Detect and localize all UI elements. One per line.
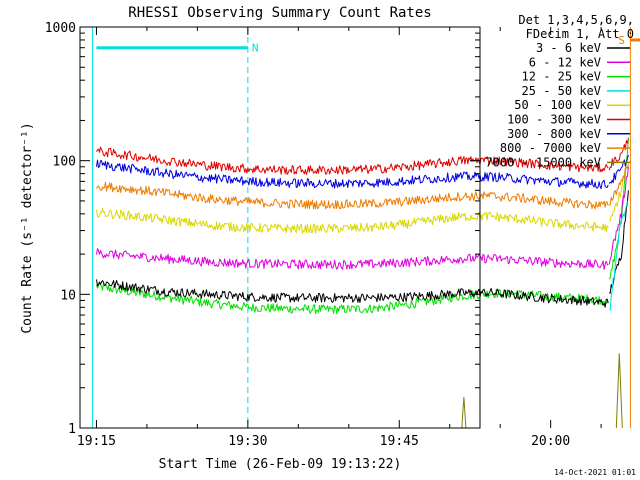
legend-label-300-800-kev: 300 - 800 keV [507,127,601,141]
series-300-800-kev-segment-2 [608,154,629,184]
series-6-12-kev [96,166,629,270]
x-tick-19-15-label: 19:15 [77,434,116,449]
series-100-300-kev-segment-1 [96,146,609,175]
x-tick-19-45-label: 19:45 [380,434,419,449]
legend-label-100-300-kev: 100 - 300 keV [507,113,601,127]
x-tick-20-00-label: 20:00 [531,434,570,449]
legend-label-25-50-kev: 25 - 50 keV [522,84,601,98]
legend-label-3-6-kev: 3 - 6 keV [536,41,601,55]
series-3-6-kev-segment-1 [96,279,609,308]
series-7000-15000-kev-segment-2 [615,353,623,429]
y-tick-100-label: 100 [53,155,76,170]
y-tick-1-label: 1 [68,422,76,437]
axis-ticks: 19:1519:3019:4520:0020:1520:3020:4511010… [45,21,602,449]
legend-label-7000-15000-kev: 7000 - 15000 keV [485,155,601,169]
legend-label-6-12-kev: 6 - 12 keV [529,55,601,69]
series-300-800-kev-segment-1 [96,159,609,190]
series-50-100-kev-segment-1 [96,208,609,234]
series-7000-15000-kev [461,353,623,429]
flag-n-label: N [252,42,259,55]
series-6-12-kev-segment-1 [96,248,609,270]
y-tick-10-label: 10 [60,288,76,303]
legend-header-detectors: Det 1,3,4,5,6,9, [518,13,634,27]
x-axis-label: Start Time (26-Feb-09 19:13:22) [159,457,402,472]
legend: Det 1,3,4,5,6,9, FDecim 1, Att 0 3 - 6 k… [485,13,634,169]
series-800-7000-kev [96,163,629,210]
legend-header-decimation: FDecim 1, Att 0 [526,27,634,41]
flag-s-label: S [618,34,625,47]
render-timestamp: 14-Oct-2021 01:01 [554,468,636,477]
series-6-12-kev-segment-2 [608,166,629,265]
legend-label-12-25-kev: 12 - 25 keV [522,70,601,84]
y-tick-1000-label: 1000 [45,21,76,36]
chart-title: RHESSI Observing Summary Count Rates [128,5,431,21]
plot-frame [79,26,481,429]
series-25-50-kev-segment-1 [609,200,628,311]
series-800-7000-kev-segment-2 [608,163,629,206]
series-25-50-kev [609,200,628,311]
series-layer [96,137,629,429]
legend-label-50-100-kev: 50 - 100 keV [514,98,601,112]
legend-label-800-7000-kev: 800 - 7000 keV [500,141,601,155]
series-800-7000-kev-segment-1 [96,181,609,210]
series-300-800-kev [96,154,629,190]
x-tick-19-30-label: 19:30 [228,434,267,449]
series-7000-15000-kev-segment-1 [461,396,467,429]
y-axis-label: Count Rate (s⁻¹ detector⁻¹) [20,122,35,333]
